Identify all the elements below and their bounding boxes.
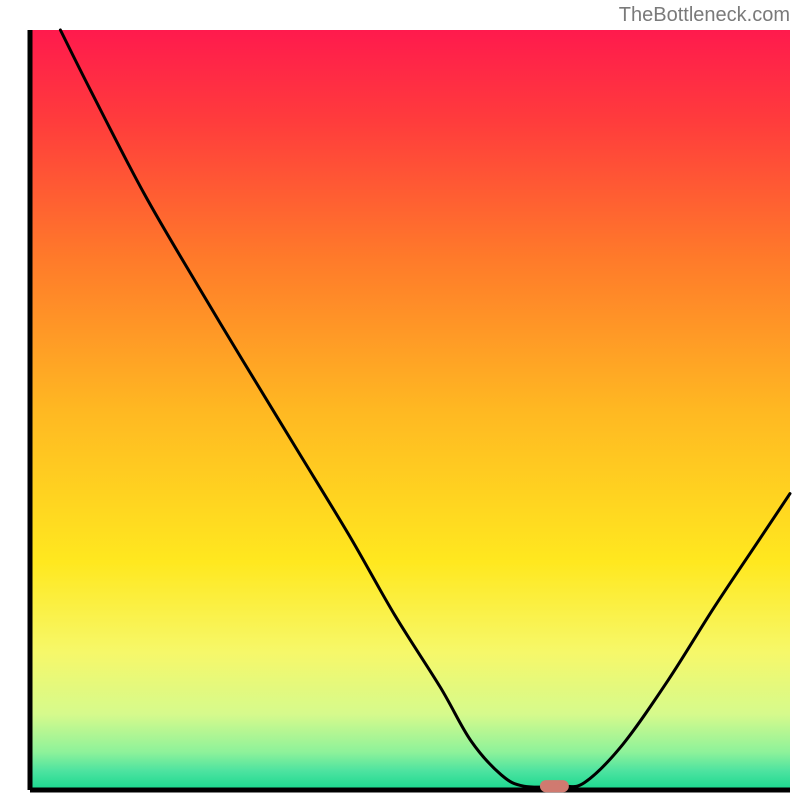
plot-background bbox=[30, 30, 790, 790]
chart-container: TheBottleneck.com bbox=[0, 0, 800, 800]
optimal-marker bbox=[540, 780, 569, 792]
bottleneck-chart bbox=[0, 0, 800, 800]
watermark-text: TheBottleneck.com bbox=[619, 4, 790, 27]
